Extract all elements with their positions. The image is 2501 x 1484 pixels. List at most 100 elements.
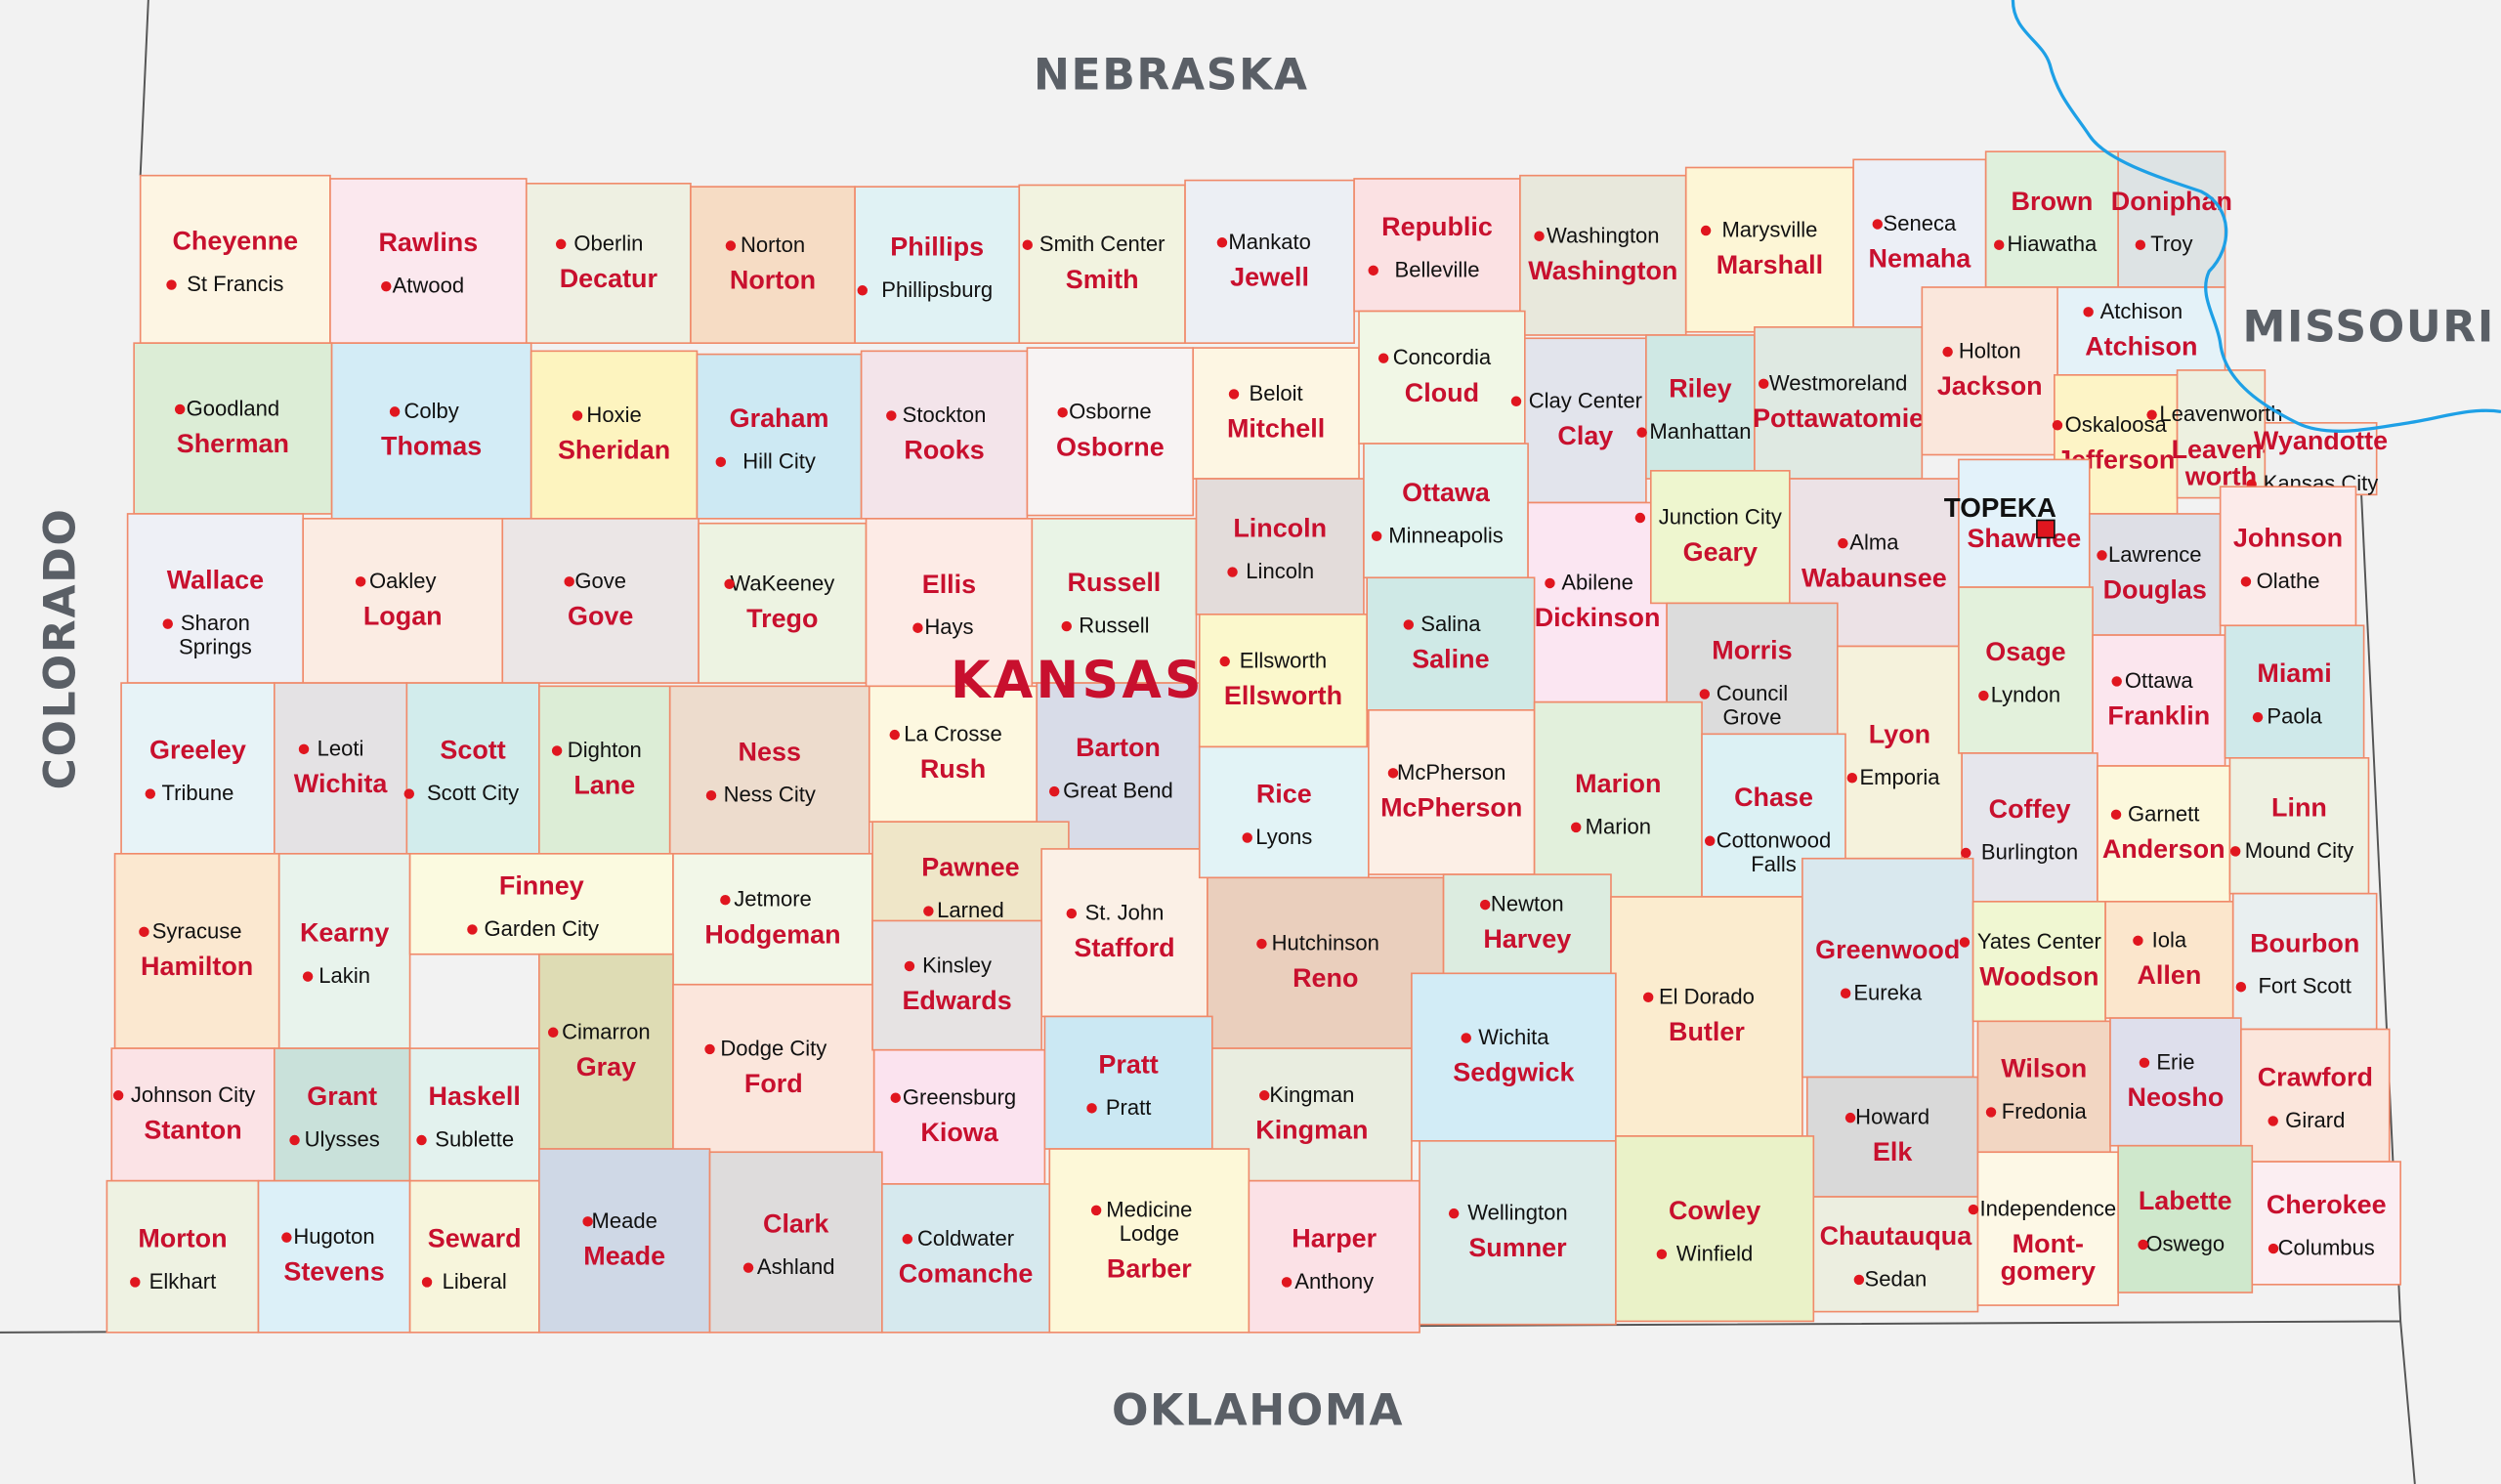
county-seat-label[interactable]: Hiawatha (2007, 232, 2098, 256)
county-seat-label[interactable]: Leoti (318, 736, 364, 760)
county-shape[interactable] (708, 1151, 883, 1334)
county-shape[interactable] (538, 953, 674, 1150)
county-seat-label[interactable]: Great Bend (1063, 779, 1173, 803)
county-shape[interactable] (1649, 470, 1791, 605)
county-seat-label[interactable]: Pratt (1106, 1095, 1152, 1120)
county-rice[interactable]: Rice Lyons (1198, 745, 1370, 879)
county-republic[interactable]: Republic Belleville (1353, 178, 1521, 313)
county-seat-label[interactable]: Gove (574, 569, 626, 593)
county-shape[interactable] (1248, 1179, 1420, 1334)
county-riley[interactable]: Riley Manhattan (1636, 334, 1756, 480)
county-seat-label[interactable]: Lakin (318, 963, 370, 988)
county-cloud[interactable]: Cloud Concordia (1358, 310, 1526, 445)
county-gray[interactable]: Gray Cimarron (538, 953, 674, 1150)
county-shape[interactable] (1411, 972, 1617, 1142)
county-sheridan[interactable]: Sheridan Hoxie (530, 350, 699, 520)
county-seat-label[interactable]: Stockton (903, 403, 987, 427)
county-lane[interactable]: Lane Dighton (538, 685, 671, 855)
county-seat-label[interactable]: Atwood (393, 274, 464, 298)
county-sherman[interactable]: Sherman Goodland (133, 342, 333, 515)
county-rush[interactable]: Rush La Crosse (868, 685, 1039, 823)
county-shape[interactable] (106, 1179, 260, 1334)
county-shape[interactable] (1519, 174, 1687, 336)
county-seat-label[interactable]: La Crosse (904, 722, 1001, 746)
county-allen[interactable]: Allen Iola (2104, 901, 2234, 1019)
county-seat-label[interactable]: Olathe (2257, 569, 2320, 593)
county-shape[interactable] (1018, 184, 1186, 344)
county-seat-label[interactable]: Eureka (1853, 980, 1923, 1004)
county-seat-label[interactable]: Osborne (1069, 400, 1151, 424)
county-pratt[interactable]: Pratt Pratt (1043, 1015, 1213, 1150)
county-finney[interactable]: Finney Garden City (408, 853, 674, 955)
county-shape[interactable] (1976, 1020, 2111, 1154)
county-shape[interactable] (696, 353, 863, 520)
county-ottawa[interactable]: Ottawa Minneapolis (1363, 443, 1529, 579)
county-seat-label[interactable]: Hoxie (586, 403, 641, 427)
county-shape[interactable] (1958, 586, 2094, 754)
county-shape[interactable] (2092, 634, 2226, 767)
county-stanton[interactable]: Stanton Johnson City (110, 1047, 276, 1182)
county-labette[interactable]: Labette Oswego (2117, 1144, 2254, 1293)
county-seat-label[interactable]: Smith Center (1039, 232, 1166, 256)
county-seat-label[interactable]: Sublette (435, 1127, 514, 1152)
county-seat-label[interactable]: Hugoton (293, 1224, 374, 1249)
county-seat-label[interactable]: Johnson City (131, 1082, 255, 1107)
county-shape[interactable] (1192, 347, 1360, 480)
county-wilson[interactable]: Wilson Fredonia (1976, 1020, 2111, 1154)
county-chautauqua[interactable]: Chautauqua Sedan (1812, 1196, 1979, 1313)
county-seat-label[interactable]: McPherson (1397, 760, 1505, 784)
county-seat-label[interactable]: Newton (1491, 892, 1564, 916)
county-seat-label[interactable]: Burlington (1981, 840, 2078, 865)
county-shape[interactable] (1048, 1148, 1250, 1334)
county-shape[interactable] (2109, 1017, 2242, 1147)
county-seat-label[interactable]: Abilene (1561, 571, 1632, 595)
county-ellsworth[interactable]: Ellsworth Ellsworth (1198, 614, 1369, 748)
county-seat-label[interactable]: Fredonia (2002, 1099, 2088, 1124)
county-seat-label[interactable]: Marysville (1721, 218, 1817, 242)
county-logan[interactable]: Logan Oakley (302, 518, 504, 684)
county-harper[interactable]: Harper Anthony (1248, 1179, 1420, 1334)
county-mitchell[interactable]: Mitchell Beloit (1192, 347, 1360, 480)
county-shape[interactable] (2264, 422, 2378, 496)
county-shape[interactable] (1615, 1135, 1815, 1323)
county-seat-label[interactable]: Lyons (1255, 825, 1312, 849)
county-seat-label[interactable]: Garnett (2128, 801, 2199, 826)
county-seat-label[interactable]: Syracuse (152, 918, 242, 943)
county-shape[interactable] (1442, 873, 1612, 975)
county-clay[interactable]: Clay Clay Center (1510, 337, 1647, 504)
county-cowley[interactable]: Cowley Winfield (1615, 1135, 1815, 1323)
county-osborne[interactable]: Osborne Osborne (1026, 347, 1195, 517)
county-shape[interactable] (257, 1179, 411, 1334)
county-seat-label[interactable]: Goodland (187, 396, 280, 420)
county-shape[interactable] (110, 1047, 276, 1182)
county-seat-label[interactable]: Fort Scott (2258, 974, 2351, 998)
county-shape[interactable] (1645, 334, 1756, 480)
county-shape[interactable] (1805, 1076, 1979, 1198)
county-shape[interactable] (1198, 745, 1370, 879)
county-shape[interactable] (1524, 337, 1647, 504)
county-seat-label[interactable]: Beloit (1250, 381, 1303, 405)
county-seat-label[interactable]: Meade (592, 1208, 657, 1233)
county-seat-label[interactable]: Minneapolis (1388, 523, 1504, 547)
county-shape[interactable] (1971, 901, 2106, 1023)
county-ellis[interactable]: Ellis Hays (865, 518, 1034, 688)
county-crawford[interactable]: Crawford Girard (2240, 1028, 2391, 1163)
county-seat-label[interactable]: Iola (2152, 927, 2187, 952)
county-russell[interactable]: Russell Russell (1031, 518, 1198, 684)
county-shape[interactable] (329, 178, 528, 344)
county-seat-label[interactable]: Winfield (1676, 1241, 1753, 1265)
county-phillips[interactable]: Phillips Phillipsburg (854, 186, 1021, 344)
county-gove[interactable]: Gove Gove (501, 518, 699, 684)
county-seat-label[interactable]: Lawrence (2108, 542, 2202, 567)
county-cherokee[interactable]: Cherokee Columbus (2251, 1161, 2401, 1286)
county-seat-label[interactable]: Ashland (757, 1254, 835, 1279)
county-shape[interactable] (302, 518, 504, 684)
county-shape[interactable] (872, 1048, 1046, 1185)
county-coffey[interactable]: Coffey Burlington (1961, 752, 2098, 903)
county-shape[interactable] (2117, 1144, 2254, 1293)
county-geary[interactable]: Geary Junction City (1634, 470, 1791, 605)
county-shape[interactable] (120, 682, 276, 855)
county-shape[interactable] (1040, 848, 1208, 1018)
